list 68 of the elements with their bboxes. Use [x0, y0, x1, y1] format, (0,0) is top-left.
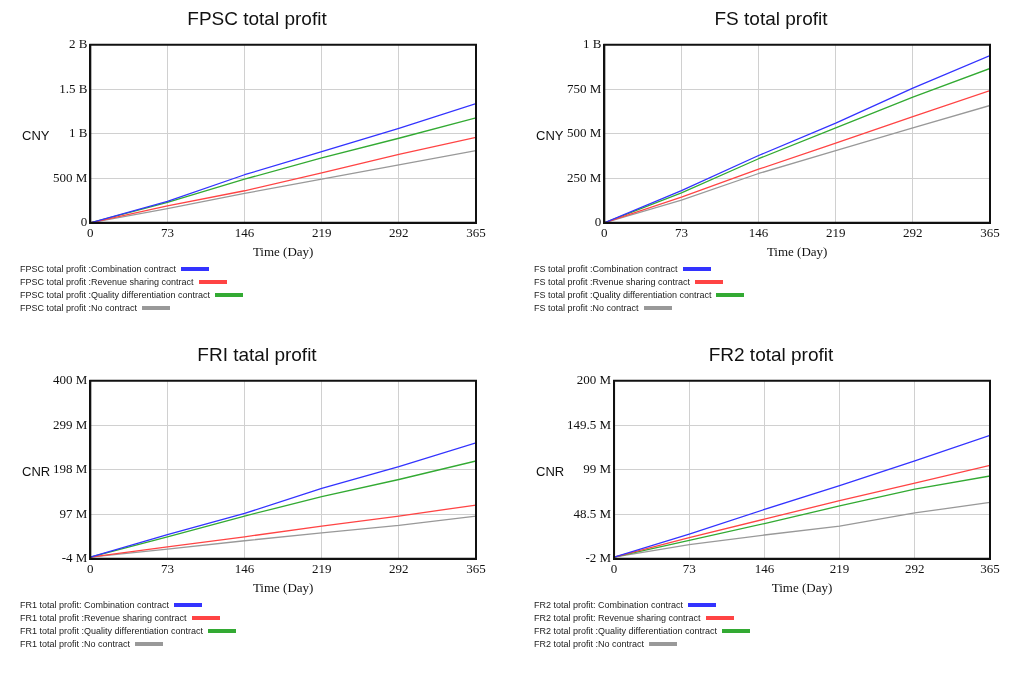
- x-tick-label: 219: [829, 561, 850, 577]
- y-tick-label: 2 B: [68, 36, 88, 52]
- legend-label: FR2 total profit :No contract: [534, 638, 645, 649]
- legend-label: FR1 total profit: Combination contract: [20, 599, 170, 610]
- y-tick-label: 500 M: [567, 125, 602, 141]
- legend-label: FPSC total profit :Quality differentiation contract: [20, 289, 210, 300]
- chart-title: FPSC total profit: [186, 8, 328, 30]
- legend-label: FPSC total profit :Revenue sharing contract: [20, 276, 194, 287]
- x-tick-label: 219: [311, 225, 332, 241]
- y-tick-label: -4 M: [61, 550, 88, 566]
- x-tick-label: 292: [905, 561, 925, 577]
- x-axis-title: Time (Day): [252, 579, 314, 595]
- y-tick-label: -2 M: [585, 550, 612, 566]
- legend-label: FS total profit :No contract: [534, 302, 639, 313]
- x-tick-label: 73: [682, 561, 696, 577]
- x-tick-label: 365: [466, 225, 486, 241]
- y-tick-label: 750 M: [567, 80, 602, 96]
- legend-label: FS total profit :Combination contract: [534, 263, 678, 274]
- y-tick-label: 198 M: [53, 461, 88, 477]
- legend-label: FR2 total profit: Revenue sharing contract: [534, 612, 701, 623]
- y-tick-label: 1.5 B: [59, 80, 88, 96]
- y-tick-label: 48.5 M: [573, 505, 612, 521]
- y-axis-title: CNR: [536, 464, 565, 479]
- x-axis-title: Time (Day): [766, 243, 828, 259]
- legend-label: FS total profit :Quality differentiation contract: [534, 289, 712, 300]
- x-tick-label: 292: [903, 225, 923, 241]
- legend-label: FR2 total profit: Combination contract: [534, 599, 684, 610]
- x-tick-label: 73: [160, 561, 174, 577]
- y-axis-title: CNR: [22, 464, 51, 479]
- legend-label: FR2 total profit :Quality differentiation contract: [534, 625, 717, 636]
- x-tick-label: 365: [980, 561, 1000, 577]
- y-tick-label: 1 B: [68, 125, 88, 141]
- x-tick-label: 146: [748, 225, 769, 241]
- y-tick-label: 0: [80, 214, 88, 230]
- legend-label: FS total profit :Rvenue sharing contract: [534, 276, 691, 287]
- x-tick-label: 292: [389, 561, 409, 577]
- y-tick-label: 250 M: [567, 169, 602, 185]
- y-axis-title: CNY: [22, 128, 50, 143]
- x-tick-label: 365: [466, 561, 486, 577]
- y-tick-label: 500 M: [53, 169, 88, 185]
- x-tick-label: 146: [234, 225, 255, 241]
- y-tick-label: 200 M: [576, 372, 612, 388]
- y-tick-label: 97 M: [59, 505, 88, 521]
- chart-title: FRI tatal profit: [196, 344, 318, 366]
- x-tick-label: 146: [754, 561, 775, 577]
- x-axis-title: Time (Day): [771, 579, 833, 595]
- legend-label: FPSC total profit :Combination contract: [20, 263, 177, 274]
- x-tick-label: 146: [234, 561, 255, 577]
- y-tick-label: 299 M: [53, 416, 88, 432]
- legend-label: FR1 total profit :No contract: [20, 638, 131, 649]
- y-tick-label: 400 M: [53, 372, 88, 388]
- legend-label: FPSC total profit :No contract: [20, 302, 138, 313]
- x-axis-title: Time (Day): [252, 243, 314, 259]
- x-tick-label: 292: [389, 225, 409, 241]
- legend-label: FR1 total profit :Revenue sharing contract: [20, 612, 187, 623]
- legend-label: FR1 total profit :Quality differentiation contract: [20, 625, 203, 636]
- y-axis-title: CNY: [536, 128, 564, 143]
- y-tick-label: 149.5 M: [567, 416, 612, 432]
- x-tick-label: 365: [980, 225, 1000, 241]
- y-tick-label: 99 M: [583, 461, 612, 477]
- y-tick-label: 0: [594, 214, 602, 230]
- x-tick-label: 73: [674, 225, 688, 241]
- x-tick-label: 219: [311, 561, 332, 577]
- y-tick-label: 1 B: [582, 36, 602, 52]
- chart-title: FS total profit: [713, 8, 829, 30]
- x-tick-label: 219: [825, 225, 846, 241]
- chart-title: FR2 total profit: [707, 344, 835, 366]
- x-tick-label: 73: [160, 225, 174, 241]
